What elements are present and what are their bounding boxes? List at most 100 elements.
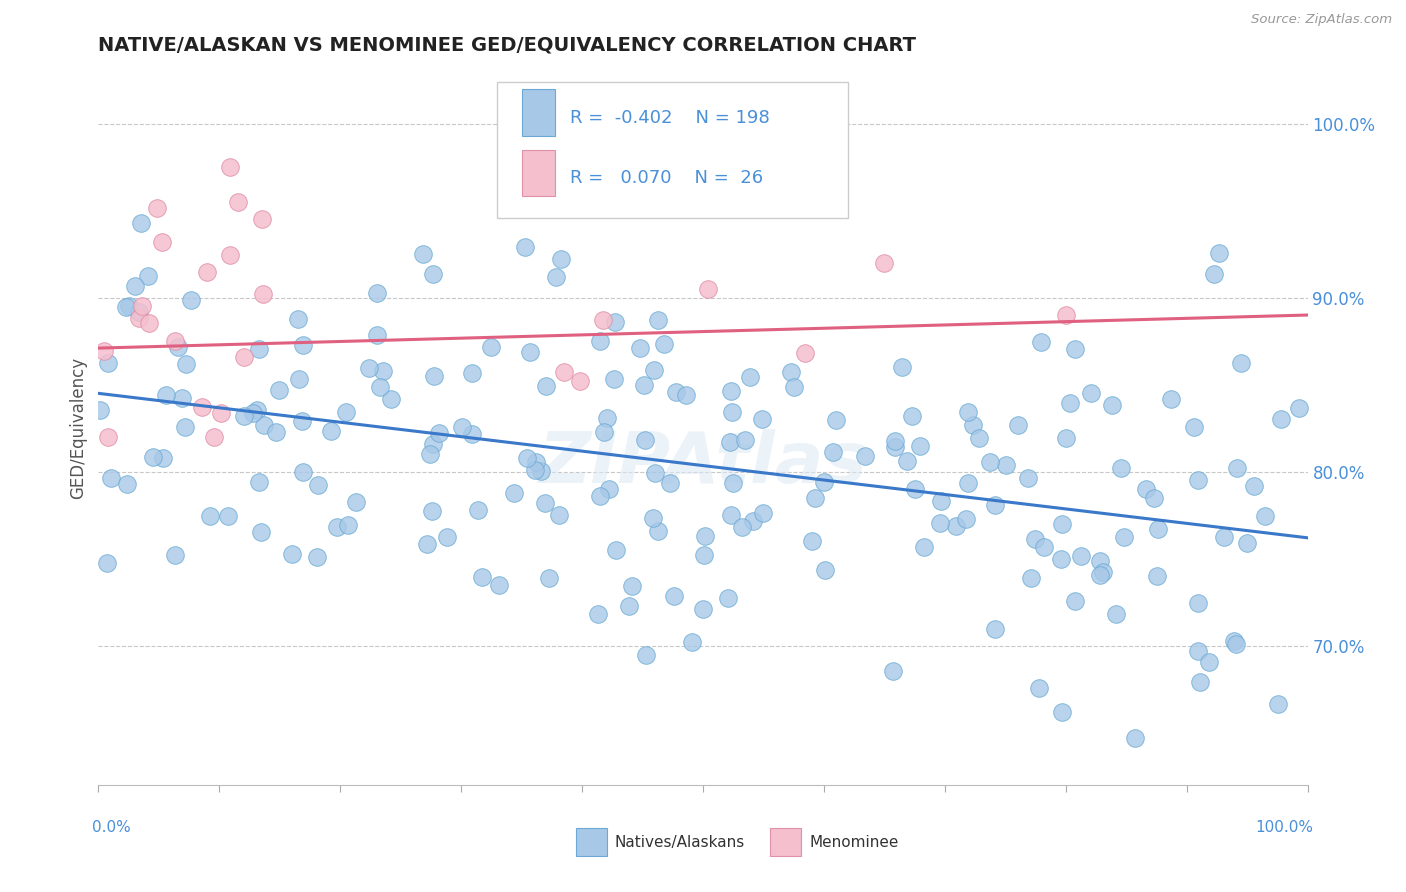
Bar: [576, 828, 607, 856]
Point: [929, 516, 952, 530]
Point: [138, 316, 160, 330]
Point: [779, 366, 801, 380]
Point: [823, 444, 845, 458]
Point: [912, 540, 935, 554]
Point: [346, 495, 368, 509]
Point: [1254, 508, 1277, 523]
Point: [1007, 418, 1029, 433]
Point: [266, 425, 288, 440]
Point: [1109, 461, 1132, 475]
Point: [165, 334, 187, 348]
Point: [420, 503, 443, 517]
Point: [717, 591, 740, 605]
Point: [643, 363, 665, 377]
Point: [718, 434, 741, 449]
Point: [321, 424, 343, 438]
Point: [250, 212, 273, 227]
Point: [1088, 554, 1111, 568]
Point: [117, 299, 139, 313]
Point: [450, 420, 472, 434]
Point: [884, 440, 907, 454]
Point: [287, 312, 309, 326]
Point: [1064, 594, 1087, 608]
Point: [534, 496, 557, 510]
Point: [647, 524, 669, 538]
Point: [250, 525, 273, 540]
Point: [692, 602, 714, 616]
Point: [1267, 697, 1289, 711]
Text: NATIVE/ALASKAN VS MENOMINEE GED/EQUIVALENCY CORRELATION CHART: NATIVE/ALASKAN VS MENOMINEE GED/EQUIVALE…: [98, 36, 917, 54]
Point: [589, 489, 612, 503]
Point: [617, 599, 640, 613]
Point: [471, 570, 494, 584]
Point: [219, 160, 242, 174]
Point: [720, 384, 742, 399]
Point: [131, 299, 153, 313]
Point: [1050, 517, 1073, 532]
Point: [782, 380, 804, 394]
Point: [929, 493, 952, 508]
Point: [174, 357, 197, 371]
Point: [721, 405, 744, 419]
Point: [720, 508, 742, 522]
Point: [97, 356, 120, 370]
Point: [190, 400, 212, 414]
Point: [801, 534, 824, 549]
Point: [641, 511, 664, 525]
Point: [371, 363, 394, 377]
Point: [366, 286, 388, 301]
Point: [595, 186, 617, 201]
Point: [195, 265, 218, 279]
Point: [249, 342, 271, 356]
Point: [1070, 549, 1092, 563]
Point: [1187, 644, 1209, 658]
Point: [662, 589, 685, 603]
Text: ZIPAtlas: ZIPAtlas: [538, 429, 868, 499]
Point: [752, 506, 775, 520]
Point: [695, 529, 717, 543]
Point: [675, 388, 697, 402]
Point: [544, 270, 567, 285]
Point: [697, 282, 720, 296]
Y-axis label: GED/Equivalency: GED/Equivalency: [69, 357, 87, 500]
FancyBboxPatch shape: [498, 82, 848, 218]
Point: [1105, 607, 1128, 622]
Point: [1080, 385, 1102, 400]
Point: [891, 359, 914, 374]
Point: [1024, 532, 1046, 546]
Point: [167, 340, 190, 354]
Point: [115, 301, 138, 315]
Point: [152, 450, 174, 465]
Point: [793, 346, 815, 360]
Point: [1050, 705, 1073, 719]
Point: [226, 194, 249, 209]
Bar: [522, 150, 555, 196]
Point: [146, 201, 169, 215]
Point: [180, 293, 202, 307]
Point: [983, 622, 1005, 636]
Point: [1064, 343, 1087, 357]
Point: [813, 563, 835, 577]
Point: [326, 520, 349, 534]
Point: [957, 405, 980, 419]
Point: [97, 430, 120, 444]
Bar: [522, 89, 555, 136]
Point: [568, 374, 591, 388]
Point: [305, 550, 328, 565]
Point: [1223, 634, 1246, 648]
Point: [173, 419, 195, 434]
Point: [1017, 471, 1039, 485]
Point: [128, 310, 150, 325]
Text: Menominee: Menominee: [810, 835, 898, 849]
Point: [967, 431, 990, 445]
Point: [141, 450, 163, 465]
Point: [1213, 530, 1236, 544]
Point: [652, 337, 675, 351]
Point: [1088, 567, 1111, 582]
Point: [586, 607, 609, 622]
Point: [1142, 491, 1164, 506]
Point: [359, 360, 381, 375]
Point: [634, 648, 657, 663]
Point: [548, 508, 571, 522]
Text: R =  -0.402    N = 198: R = -0.402 N = 198: [569, 109, 769, 127]
